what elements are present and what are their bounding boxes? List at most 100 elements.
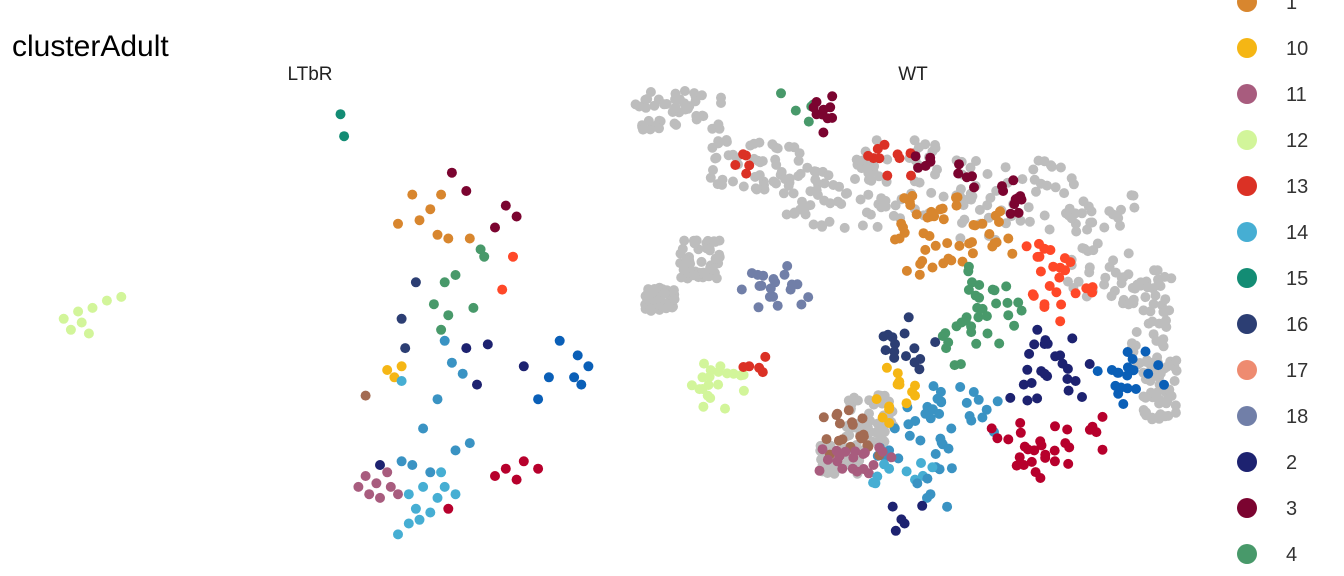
cell-point xyxy=(880,345,891,356)
cell-point xyxy=(1131,384,1141,394)
cell-point xyxy=(856,433,867,444)
cell-point xyxy=(886,452,897,463)
cell-point xyxy=(1022,364,1033,375)
cell-point xyxy=(703,380,714,390)
cell-point xyxy=(382,467,393,478)
background-cell-point xyxy=(1110,267,1121,278)
background-cell-point xyxy=(710,253,721,264)
background-cell-point xyxy=(1141,410,1152,421)
cell-point xyxy=(339,131,350,142)
cell-point xyxy=(910,380,920,391)
cell-point xyxy=(425,467,436,478)
cell-point xyxy=(943,337,954,348)
cell-point xyxy=(375,492,385,503)
cell-point xyxy=(1003,434,1014,445)
cell-point xyxy=(1032,393,1043,404)
cell-point xyxy=(101,295,112,306)
cell-point xyxy=(1055,316,1066,327)
background-cell-point xyxy=(759,184,770,195)
cell-point xyxy=(1016,305,1027,316)
cell-point xyxy=(543,372,554,383)
background-cell-point xyxy=(1035,178,1046,189)
background-cell-point xyxy=(1159,271,1170,282)
background-cell-point xyxy=(768,176,779,187)
legend-label: 11 xyxy=(1286,84,1307,106)
legend-label: 3 xyxy=(1286,498,1297,520)
cell-point xyxy=(87,302,98,313)
cell-point xyxy=(407,460,418,470)
background-cell-point xyxy=(749,138,759,149)
cell-point xyxy=(1081,283,1092,294)
cell-point xyxy=(822,454,833,465)
background-cell-point xyxy=(654,123,664,134)
background-cell-point xyxy=(793,171,804,182)
background-cell-point xyxy=(926,187,937,198)
cell-point xyxy=(847,417,857,428)
background-cell-point xyxy=(1017,174,1028,185)
background-cell-point xyxy=(1077,243,1088,254)
background-cell-point xyxy=(1028,164,1039,175)
cell-point xyxy=(954,159,964,170)
legend-swatch xyxy=(1237,360,1257,380)
cell-point xyxy=(991,298,1002,309)
cell-point xyxy=(403,489,414,500)
cell-point xyxy=(760,351,771,362)
background-cell-point xyxy=(876,193,887,204)
cell-point xyxy=(928,381,939,392)
cell-point xyxy=(450,489,461,500)
cell-point xyxy=(840,446,851,457)
background-cell-point xyxy=(738,181,749,192)
background-cell-point xyxy=(713,138,724,149)
background-cell-point xyxy=(1170,407,1181,418)
cell-point xyxy=(868,477,879,488)
cell-point xyxy=(1022,395,1033,406)
background-cell-point xyxy=(909,135,920,146)
cell-point xyxy=(961,397,972,408)
cell-point xyxy=(779,269,790,280)
cell-point xyxy=(1054,272,1065,283)
cell-point xyxy=(989,285,1000,296)
wt-background-cells xyxy=(630,86,1182,479)
cell-point xyxy=(831,410,842,421)
background-cell-point xyxy=(1154,318,1165,329)
cell-point xyxy=(76,317,87,328)
background-cell-point xyxy=(781,209,792,220)
cell-point xyxy=(425,507,436,518)
cell-point xyxy=(360,471,371,481)
cell-point xyxy=(83,328,94,339)
background-cell-point xyxy=(661,303,672,314)
cell-point xyxy=(450,445,461,456)
cell-point xyxy=(1063,385,1074,396)
cell-point xyxy=(335,109,346,120)
cell-point xyxy=(364,489,375,500)
cell-point xyxy=(963,284,974,295)
cell-point xyxy=(951,192,961,203)
background-cell-point xyxy=(649,284,660,294)
background-cell-point xyxy=(938,191,949,202)
cell-point xyxy=(961,172,972,183)
cell-point xyxy=(915,435,926,446)
background-cell-point xyxy=(770,154,781,165)
cell-point xyxy=(803,292,814,303)
cell-point xyxy=(1077,392,1087,402)
background-cell-point xyxy=(638,124,648,135)
cell-point xyxy=(920,244,931,255)
background-cell-point xyxy=(772,143,783,154)
legend: 1 10 11 12 13 14 15 16 17 18 2 3 4 xyxy=(1237,0,1308,566)
background-cell-point xyxy=(778,188,789,199)
cell-point xyxy=(901,466,912,477)
background-cell-point xyxy=(857,220,868,231)
cell-point xyxy=(934,408,945,419)
cell-point xyxy=(973,394,984,405)
cell-point xyxy=(752,269,763,280)
background-cell-point xyxy=(1150,290,1161,301)
cell-point xyxy=(910,151,921,162)
background-cell-point xyxy=(888,210,899,221)
cell-point xyxy=(916,458,926,468)
cell-point xyxy=(446,357,457,368)
cell-point xyxy=(400,343,411,354)
background-cell-point xyxy=(890,200,901,211)
cell-point xyxy=(583,361,594,372)
cell-point xyxy=(964,238,975,249)
cell-point xyxy=(961,312,972,323)
